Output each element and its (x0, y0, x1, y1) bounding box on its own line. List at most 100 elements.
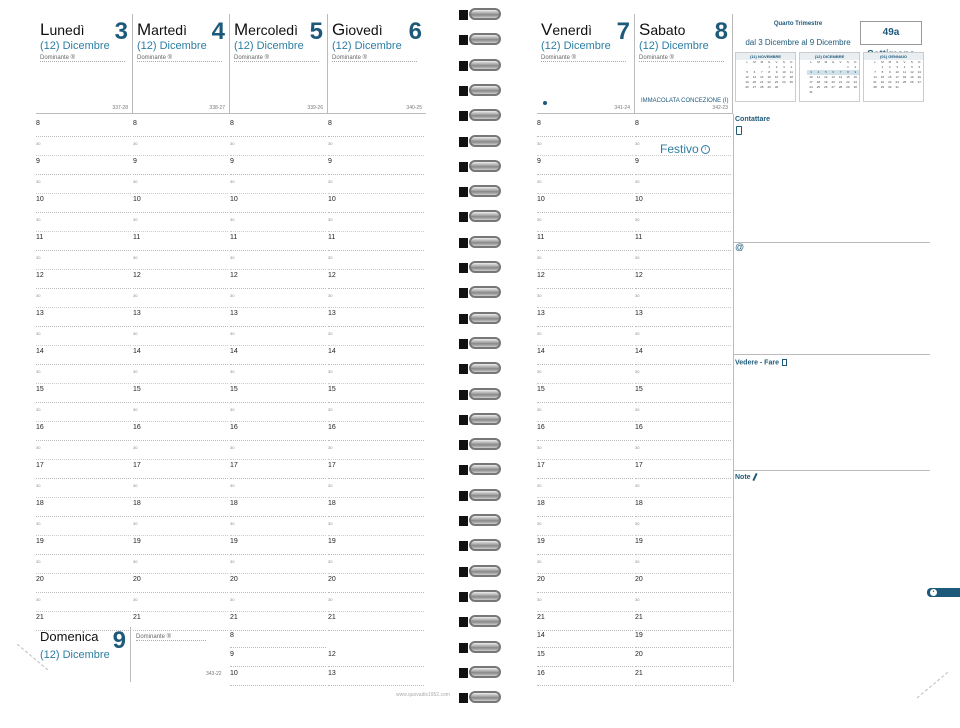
half-hour-slot[interactable]: 30 (537, 593, 633, 612)
half-hour-slot[interactable]: 30 (328, 479, 424, 498)
hour-slot[interactable]: 11 (36, 232, 131, 251)
hour-slot[interactable]: 21 (36, 612, 131, 631)
half-hour-slot[interactable]: 30 (635, 517, 731, 536)
hour-slot[interactable]: 19 (537, 536, 633, 555)
dominante-field[interactable]: Dominante ® (137, 55, 222, 62)
half-hour-slot[interactable]: 30 (537, 289, 633, 308)
half-hour-slot[interactable]: 30 (328, 555, 424, 574)
half-hour-slot[interactable]: 30 (230, 213, 326, 232)
hour-slot[interactable]: 18 (36, 498, 131, 517)
half-hour-slot[interactable]: 30 (133, 441, 228, 460)
hour-slot[interactable]: 10 (635, 194, 731, 213)
hour-slot[interactable]: 16 (230, 422, 326, 441)
half-hour-slot[interactable]: 30 (537, 251, 633, 270)
half-hour-slot[interactable]: 30 (635, 251, 731, 270)
half-hour-slot[interactable]: 30 (36, 175, 131, 194)
half-hour-slot[interactable]: 30 (133, 517, 228, 536)
half-hour-slot[interactable]: 30 (36, 365, 131, 384)
sunday-box[interactable]: Domenica 9 (12) Dicembre (36, 627, 131, 682)
extra-hour-slot[interactable]: 15 (537, 649, 633, 667)
hour-slot[interactable]: 15 (133, 384, 228, 403)
half-hour-slot[interactable]: 30 (36, 137, 131, 156)
half-hour-slot[interactable]: 30 (328, 251, 424, 270)
hour-slot[interactable]: 18 (537, 498, 633, 517)
hour-slot[interactable]: 8 (133, 118, 228, 137)
half-hour-slot[interactable]: 30 (537, 365, 633, 384)
hour-slot[interactable]: 16 (328, 422, 424, 441)
half-hour-slot[interactable]: 30 (230, 289, 326, 308)
half-hour-slot[interactable]: 30 (635, 403, 731, 422)
half-hour-slot[interactable]: 30 (230, 479, 326, 498)
day-header-monday[interactable]: Lunedì 3 (12) Dicembre Dominante ® 337-2… (36, 14, 133, 114)
sunday-hour-slot[interactable]: 9 (230, 649, 326, 667)
hour-slot[interactable]: 16 (133, 422, 228, 441)
hour-slot[interactable]: 13 (328, 308, 424, 327)
hour-slot[interactable]: 17 (36, 460, 131, 479)
half-hour-slot[interactable]: 30 (133, 213, 228, 232)
hour-slot[interactable]: 21 (537, 612, 633, 631)
hour-slot[interactable]: 15 (635, 384, 731, 403)
half-hour-slot[interactable]: 30 (635, 327, 731, 346)
half-hour-slot[interactable]: 30 (635, 289, 731, 308)
hour-slot[interactable]: 18 (635, 498, 731, 517)
hour-slot[interactable]: 13 (635, 308, 731, 327)
extra-hour-slot[interactable]: 14 (537, 630, 633, 648)
hour-slot[interactable]: 19 (635, 536, 731, 555)
hour-slot[interactable]: 20 (328, 574, 424, 593)
extra-hour-slot[interactable]: 21 (635, 668, 731, 686)
hour-slot[interactable]: 11 (635, 232, 731, 251)
hour-slot[interactable]: 15 (36, 384, 131, 403)
hour-slot[interactable]: 16 (36, 422, 131, 441)
half-hour-slot[interactable]: 30 (36, 555, 131, 574)
hour-slot[interactable]: 13 (36, 308, 131, 327)
half-hour-slot[interactable]: 30 (36, 327, 131, 346)
half-hour-slot[interactable]: 30 (36, 517, 131, 536)
half-hour-slot[interactable]: 30 (133, 555, 228, 574)
half-hour-slot[interactable]: 30 (36, 213, 131, 232)
hour-slot[interactable]: 20 (36, 574, 131, 593)
extra-hour-slot[interactable]: 19 (635, 630, 731, 648)
hour-slot[interactable]: 8 (635, 118, 731, 137)
half-hour-slot[interactable]: 30 (537, 517, 633, 536)
hour-slot[interactable]: 13 (230, 308, 326, 327)
hour-slot[interactable]: 21 (133, 612, 228, 631)
half-hour-slot[interactable]: 30 (328, 365, 424, 384)
dominante-field[interactable]: Dominante ® (234, 55, 319, 62)
half-hour-slot[interactable]: 30 (133, 479, 228, 498)
extra-hour-slot[interactable]: 20 (635, 649, 731, 667)
hour-slot[interactable]: 12 (537, 270, 633, 289)
hour-slot[interactable]: 14 (328, 346, 424, 365)
hour-slot[interactable]: 12 (635, 270, 731, 289)
hour-slot[interactable]: 20 (133, 574, 228, 593)
half-hour-slot[interactable]: 30 (537, 175, 633, 194)
half-hour-slot[interactable]: 30 (36, 593, 131, 612)
sunday-hour-slot[interactable]: 8 (230, 630, 326, 648)
hour-slot[interactable]: 12 (328, 270, 424, 289)
hour-slot[interactable]: 9 (36, 156, 131, 175)
hour-slot[interactable]: 11 (230, 232, 326, 251)
hour-slot[interactable]: 18 (230, 498, 326, 517)
half-hour-slot[interactable]: 30 (635, 441, 731, 460)
half-hour-slot[interactable]: 30 (537, 555, 633, 574)
page-tab-marker[interactable]: • (927, 588, 960, 597)
half-hour-slot[interactable]: 30 (36, 441, 131, 460)
hour-slot[interactable]: 20 (537, 574, 633, 593)
half-hour-slot[interactable]: 30 (635, 593, 731, 612)
half-hour-slot[interactable]: 30 (537, 403, 633, 422)
half-hour-slot[interactable]: 30 (328, 593, 424, 612)
hour-slot[interactable]: 21 (328, 612, 424, 631)
dominante-field[interactable]: Dominante ® (40, 55, 125, 62)
day-header-tuesday[interactable]: Martedì 4 (12) Dicembre Dominante ® 338-… (133, 14, 230, 114)
half-hour-slot[interactable]: 30 (133, 175, 228, 194)
half-hour-slot[interactable]: 30 (36, 251, 131, 270)
hour-slot[interactable]: 10 (36, 194, 131, 213)
mini-calendar[interactable]: (11) NOVEMBRE L M M G V S D 1 2 3 4 5 6 7 8 9 10 11 12 13 14 1… (735, 52, 796, 102)
hour-slot[interactable]: 20 (635, 574, 731, 593)
half-hour-slot[interactable]: 30 (328, 137, 424, 156)
half-hour-slot[interactable]: 30 (328, 175, 424, 194)
hour-slot[interactable]: 20 (230, 574, 326, 593)
hour-slot[interactable]: 13 (537, 308, 633, 327)
hour-slot[interactable]: 9 (328, 156, 424, 175)
half-hour-slot[interactable]: 30 (133, 365, 228, 384)
half-hour-slot[interactable]: 30 (635, 213, 731, 232)
